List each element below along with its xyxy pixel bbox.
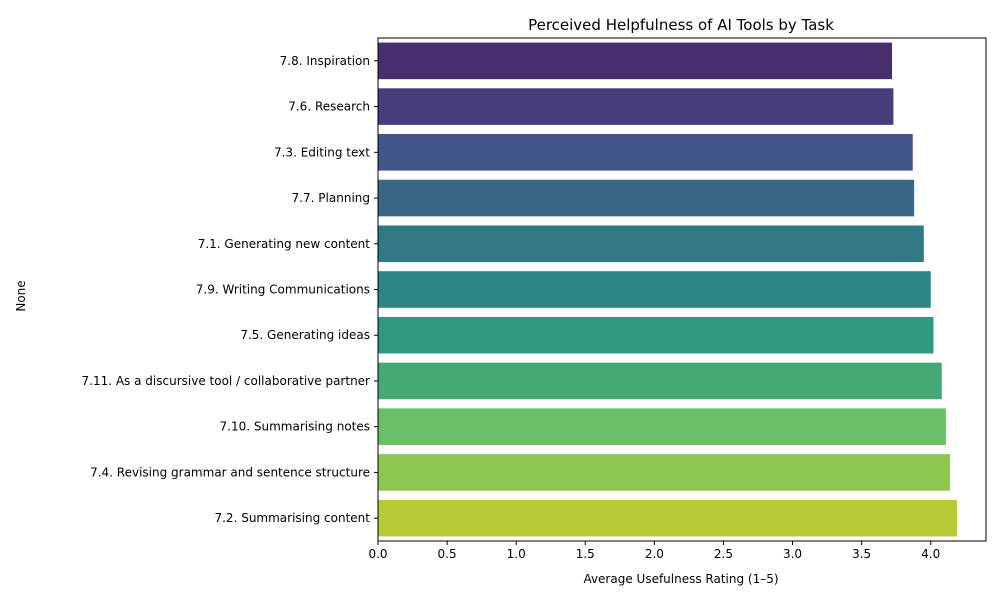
bar	[378, 88, 894, 125]
bar	[378, 179, 915, 217]
bar	[378, 134, 913, 171]
y-tick-label: 7.2. Summarising content	[214, 511, 370, 525]
y-tick-label: 7.6. Research	[288, 100, 370, 114]
bar	[378, 271, 931, 308]
y-tick-label: 7.1. Generating new content	[198, 237, 371, 251]
bar	[378, 42, 893, 80]
plot-frame	[377, 37, 987, 542]
bar	[378, 362, 942, 400]
y-tick-label: 7.5. Generating ideas	[240, 328, 370, 342]
bar	[378, 408, 946, 445]
y-tick-label: 7.11. As a discursive tool / collaborati…	[82, 374, 371, 388]
x-axis-label: Average Usefulness Rating (1–5)	[583, 572, 778, 586]
y-tick-label: 7.3. Editing text	[274, 145, 370, 159]
bar	[378, 316, 934, 354]
bar	[378, 454, 951, 491]
x-tick-label: 4.0	[921, 547, 940, 561]
x-axis-ticks: 0.0 0.5 1.0 1.5 2.0 2.5 3.0 3.5 4.0	[368, 541, 940, 561]
bar	[378, 499, 957, 537]
y-axis-label: None	[14, 280, 28, 311]
x-tick-label: 1.0	[507, 547, 526, 561]
x-tick-label: 3.0	[783, 547, 802, 561]
x-tick-label: 2.5	[714, 547, 733, 561]
x-tick-label: 3.5	[852, 547, 871, 561]
x-tick-label: 0.0	[368, 547, 387, 561]
bars-group	[378, 42, 957, 537]
y-tick-label: 7.8. Inspiration	[280, 54, 370, 68]
y-tick-label: 7.9. Writing Communications	[196, 283, 370, 297]
x-tick-label: 2.0	[645, 547, 664, 561]
y-tick-label: 7.10. Summarising notes	[220, 420, 370, 434]
x-tick-label: 0.5	[438, 547, 457, 561]
chart-title: Perceived Helpfulness of AI Tools by Tas…	[528, 16, 834, 34]
axis-spines	[377, 37, 987, 542]
y-axis-ticks: 7.8. Inspiration 7.6. Research 7.3. Editin…	[82, 54, 378, 525]
y-tick-label: 7.4. Revising grammar and sentence struc…	[90, 465, 370, 479]
bar	[378, 225, 924, 263]
x-tick-label: 1.5	[576, 547, 595, 561]
y-tick-label: 7.7. Planning	[292, 191, 370, 205]
